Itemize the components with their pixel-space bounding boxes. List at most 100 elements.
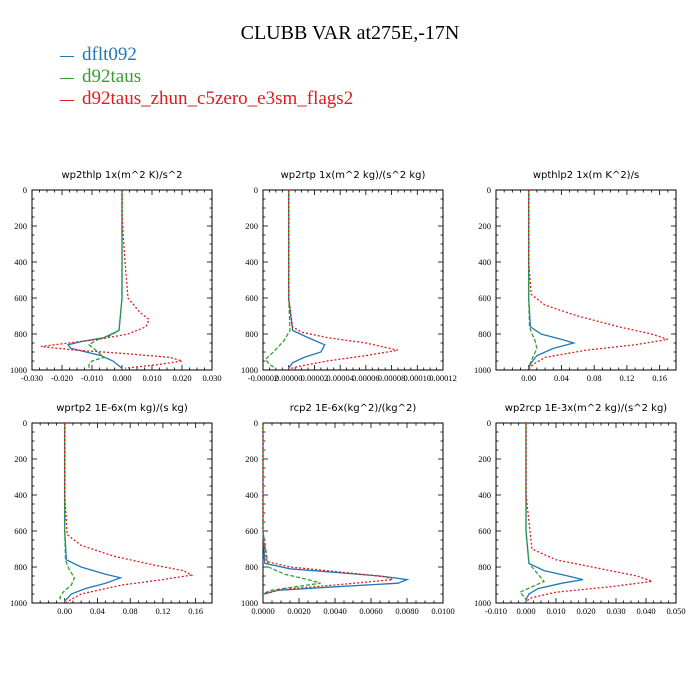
x-tick-label: 0.04	[90, 606, 106, 616]
legend-entry-dflt092: dflt092	[60, 44, 353, 66]
panel-frame	[495, 422, 677, 604]
series-line-d92taus	[59, 423, 76, 602]
x-tick-label: 0.050	[666, 606, 685, 616]
y-tick-label: 0	[23, 185, 27, 195]
panel-frame	[262, 189, 444, 371]
x-tick-label: 0.00	[57, 606, 72, 616]
x-tick-label: 0.030	[606, 606, 625, 616]
panel-title: wprtp2 1E-6x(m kg)/(s kg)	[56, 403, 188, 414]
series-line-d92taus	[518, 423, 546, 600]
panel-6: wp2rcp 1E-3x(m^2 kg)/(s^2 kg) 0 200 400 600 8…	[474, 403, 686, 616]
y-tick-label: 1000	[241, 598, 258, 608]
panel-1: wp2thlp 1x(m^2 K)/s^202004006008001000-0…	[10, 170, 222, 383]
panel-frame	[262, 422, 444, 604]
y-tick-label: 800	[14, 329, 27, 339]
y-tick-label: 0	[487, 418, 491, 428]
x-tick-label: 0.04	[554, 373, 570, 383]
y-tick-label: 200	[245, 221, 258, 231]
x-tick-label: 0.08	[587, 373, 602, 383]
y-tick-label: 800	[14, 562, 27, 572]
x-tick-label: 0.12	[619, 373, 634, 383]
x-tick-label: 0.0040	[323, 606, 346, 616]
y-tick-label: 0	[254, 418, 258, 428]
series-line-dflt092	[262, 423, 410, 595]
x-tick-label: 0.020	[576, 606, 595, 616]
x-tick-label: -0.030	[21, 373, 43, 383]
x-tick-label: 0.010	[142, 373, 161, 383]
y-tick-label: 600	[478, 293, 491, 303]
x-tick-label: 0.0020	[287, 606, 310, 616]
y-tick-label: 1000	[10, 598, 27, 608]
series-line-d92taus_zhun_c5zero_e3sm_flags2	[288, 190, 399, 370]
legend-label-zhun: d92taus_zhun_c5zero_e3sm_flags2	[82, 88, 354, 109]
x-tick-label: 0.0000	[251, 606, 274, 616]
x-tick-label: 0.0060	[359, 606, 382, 616]
y-tick-label: 0	[23, 418, 27, 428]
series-line-dflt092	[288, 190, 326, 369]
x-tick-label: 0.08	[123, 606, 138, 616]
x-tick-label: 0.010	[546, 606, 565, 616]
series-line-d92taus_zhun_c5zero_e3sm_flags2	[528, 190, 669, 370]
panel-5: rcp2 1E-6x(kg^2)/(kg^2) 0 200 400 600 800 1000…	[241, 403, 455, 616]
x-tick-label: 0.16	[652, 373, 667, 383]
x-tick-label: 0.00004	[326, 373, 354, 383]
y-tick-label: 400	[245, 257, 258, 267]
x-tick-label: 0.040	[636, 606, 655, 616]
x-tick-label: 0.00008	[378, 373, 406, 383]
x-tick-label: -0.020	[51, 373, 73, 383]
x-tick-label: -0.010	[81, 373, 103, 383]
legend-line-zhun	[60, 99, 74, 101]
x-tick-label: 0.000	[112, 373, 131, 383]
panel-title: wp2rcp 1E-3x(m^2 kg)/(s^2 kg)	[505, 403, 668, 414]
legend-line-dflt092	[60, 55, 74, 57]
y-tick-label: 1000	[474, 365, 491, 375]
x-tick-label: 0.0100	[431, 606, 454, 616]
y-tick-label: 400	[478, 490, 491, 500]
series-line-dflt092	[525, 423, 584, 600]
legend: dflt092 d92taus d92taus_zhun_c5zero_e3sm…	[60, 44, 353, 110]
x-tick-label: 0.00006	[352, 373, 380, 383]
y-tick-label: 400	[14, 490, 27, 500]
x-tick-label: 0.12	[155, 606, 170, 616]
y-tick-label: 1000	[241, 365, 258, 375]
y-tick-label: 200	[245, 454, 258, 464]
x-tick-label: 0.00012	[429, 373, 457, 383]
y-tick-label: 1000	[10, 365, 27, 375]
y-tick-label: 200	[14, 454, 27, 464]
panel-title: wpthlp2 1x(m K^2)/s	[533, 170, 639, 181]
y-tick-label: 200	[14, 221, 27, 231]
x-tick-label: 0.00000	[275, 373, 303, 383]
y-tick-label: 0	[254, 185, 258, 195]
y-tick-label: 800	[478, 329, 491, 339]
y-tick-label: 400	[245, 490, 258, 500]
panel-title: wp2rtp 1x(m^2 kg)/(s^2 kg)	[281, 170, 426, 181]
x-tick-label: 0.00002	[301, 373, 329, 383]
series-line-d92taus_zhun_c5zero_e3sm_flags2	[64, 423, 194, 603]
panel-4: wprtp2 1E-6x(m kg)/(s kg) 0 200 400 600 800 10…	[10, 403, 213, 616]
legend-label-dflt092: dflt092	[82, 44, 137, 65]
y-tick-label: 600	[478, 526, 491, 536]
series-line-d92taus	[264, 190, 291, 369]
y-tick-label: 400	[478, 257, 491, 267]
legend-line-d92taus	[60, 77, 74, 79]
series-line-dflt092	[66, 190, 123, 369]
x-tick-label: 0.00010	[403, 373, 431, 383]
y-tick-label: 1000	[474, 598, 491, 608]
panel-title: wp2thlp 1x(m^2 K)/s^2	[61, 170, 182, 181]
x-tick-label: 0.030	[202, 373, 221, 383]
series-line-d92taus	[87, 190, 123, 369]
panel-frame	[31, 422, 213, 604]
series-line-d92taus_zhun_c5zero_e3sm_flags2	[262, 423, 393, 595]
panel-2: wp2rtp 1x(m^2 kg)/(s^2 kg) 0 200 400 600 800 1…	[241, 170, 457, 383]
legend-entry-zhun: d92taus_zhun_c5zero_e3sm_flags2	[60, 88, 353, 110]
y-tick-label: 400	[14, 257, 27, 267]
panel-title: rcp2 1E-6x(kg^2)/(kg^2)	[290, 403, 417, 414]
x-tick-label: 0.16	[188, 606, 203, 616]
series-line-d92taus_zhun_c5zero_e3sm_flags2	[40, 190, 183, 369]
legend-label-d92taus: d92taus	[82, 66, 142, 87]
y-tick-label: 800	[245, 562, 258, 572]
figure-title: CLUBB VAR at275E,-17N	[240, 22, 460, 44]
legend-entry-d92taus: d92taus	[60, 66, 353, 88]
y-tick-label: 600	[14, 293, 27, 303]
